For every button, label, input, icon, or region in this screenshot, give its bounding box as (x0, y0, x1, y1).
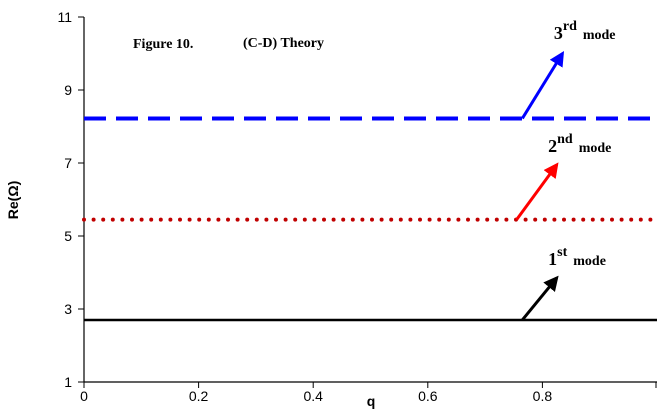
x-tick-label: 0.6 (418, 388, 438, 404)
y-tick-label: 1 (64, 374, 72, 390)
y-tick-label: 9 (64, 82, 72, 98)
y-tick-label: 3 (64, 301, 72, 317)
y-tick-label: 7 (64, 155, 72, 171)
series-layer (82, 116, 657, 322)
chart-title: Figure 10. (133, 37, 193, 52)
annotation-layer: 1stmode 2ndmode 3rdmode (515, 19, 616, 321)
mode-arrow-1 (521, 275, 559, 321)
x-axis-title: q (367, 393, 376, 409)
x-tick-label: 0.8 (533, 388, 553, 404)
mode-arrow-2 (515, 162, 559, 221)
mode-label-2: 2ndmode (548, 132, 611, 156)
mode-label-3: 3rdmode (554, 19, 616, 43)
x-tick-label: 0 (80, 388, 88, 404)
x-tick-label: 0.2 (189, 388, 209, 404)
mode-label-1: 1stmode (548, 245, 606, 269)
y-axis-title: Re(Ω) (5, 181, 21, 219)
y-tick-label: 11 (57, 9, 72, 25)
y-tick-label: 5 (64, 228, 72, 244)
mode-arrow-3 (521, 50, 565, 120)
axes: 0 0.2 0.4 0.6 0.8 1 3 5 7 9 11 (57, 9, 657, 404)
x-tick-label: 0.4 (303, 388, 323, 404)
chart-subtitle: (C-D) Theory (243, 36, 324, 51)
